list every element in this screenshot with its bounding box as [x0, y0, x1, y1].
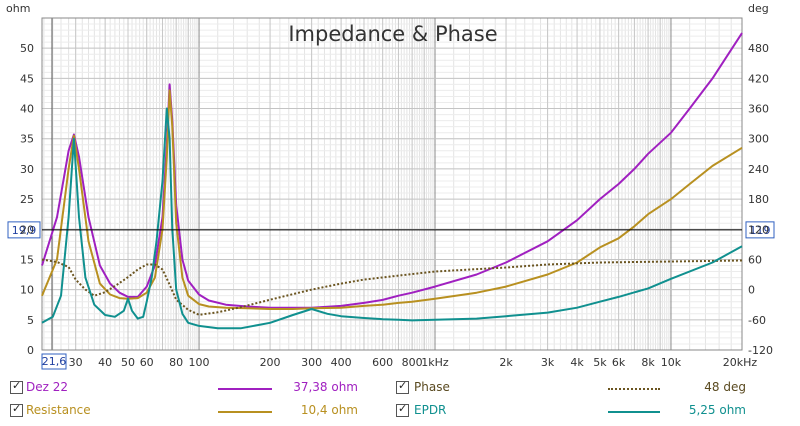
x-tick-label: 50: [121, 356, 135, 369]
x-tick-label: 800: [402, 356, 423, 369]
x-tick-label: 100: [189, 356, 210, 369]
x-tick-label: 4k: [570, 356, 584, 369]
plot-frame: [41, 17, 743, 351]
left-tick-label: 30: [20, 163, 34, 176]
cursor-left-label: 19,9: [12, 224, 37, 237]
right-tick-label: -60: [748, 314, 766, 327]
left-tick-label: 15: [20, 253, 34, 266]
x-tick-label: 21,6: [42, 355, 67, 368]
left-tick-label: 0: [27, 344, 34, 357]
x-tick-label: 400: [331, 356, 352, 369]
x-tick-label: 6k: [612, 356, 626, 369]
chart-title: Impedance & Phase: [288, 22, 497, 46]
right-tick-label: 480: [748, 42, 769, 55]
x-tick-label: 40: [98, 356, 112, 369]
left-tick-label: 40: [20, 103, 34, 116]
legend-value: 48 deg: [704, 380, 746, 394]
legend-checkbox[interactable]: [396, 379, 409, 394]
legend-value: 5,25 ohm: [688, 403, 746, 417]
legend-label: Dez 22: [26, 380, 69, 394]
major-gridlines: [42, 18, 742, 350]
legend-checkbox[interactable]: [10, 379, 23, 394]
left-tick-label: 45: [20, 72, 34, 85]
x-tick-label: 1kHz: [421, 356, 449, 369]
left-tick-label: 35: [20, 133, 34, 146]
cursor-left-box: 19,9: [7, 221, 41, 239]
x-tick-label: 30: [69, 356, 83, 369]
cursor-right-label: 119: [750, 224, 771, 237]
left-tick-label: 5: [27, 314, 34, 327]
legend-line-swatch: [608, 411, 660, 413]
legend-item-epdr: EPDR 5,25 ohm: [0, 401, 800, 421]
x-start-box: [41, 353, 67, 370]
legend-line-swatch: [608, 388, 660, 390]
series-layer: [41, 32, 743, 330]
left-tick-label: 20: [20, 223, 34, 236]
x-tick-label: 5k: [593, 356, 607, 369]
x-tick-label: 60: [140, 356, 154, 369]
left-tick-label: 25: [20, 193, 34, 206]
x-tick-label: 20kHz: [723, 356, 758, 369]
legend-line-swatch: [218, 411, 272, 413]
x-tick-label: 10k: [661, 356, 682, 369]
x-tick-label: 2k: [499, 356, 513, 369]
x-tick-label: 600: [372, 356, 393, 369]
right-tick-label: 300: [748, 133, 769, 146]
right-tick-label: 0: [748, 284, 755, 297]
right-axis-label: deg: [748, 2, 769, 15]
right-tick-label: 60: [748, 253, 762, 266]
right-axis-tick-labels: -120 -60 0 60 120 180 240 300 360 420 480: [748, 42, 773, 357]
x-tick-label: 3k: [541, 356, 555, 369]
legend-label: Phase: [414, 380, 450, 394]
right-tick-label: 360: [748, 103, 769, 116]
cursor-right-box: 119: [745, 221, 775, 239]
right-tick-label: 120: [748, 223, 769, 236]
legend-label: EPDR: [414, 403, 447, 417]
right-tick-label: -120: [748, 344, 773, 357]
legend-item-phase: Phase 48 deg: [0, 378, 800, 398]
legend-checkbox[interactable]: [10, 402, 23, 417]
x-tick-label: 8k: [641, 356, 655, 369]
legend-item-resistance: Resistance 10,4 ohm: [0, 401, 800, 421]
impedance-phase-chart: 19,9 119 0 5 10 15 20 25 30 35 40 45 50 -120 -60 0 60…: [6, 2, 775, 370]
right-tick-label: 420: [748, 72, 769, 85]
legend-value: 10,4 ohm: [300, 403, 358, 417]
x-tick-label: 80: [169, 356, 183, 369]
series-epdr: [41, 107, 743, 330]
legend-label: Resistance: [26, 403, 91, 417]
series-resistance: [41, 89, 743, 310]
series-phase: [41, 258, 743, 316]
x-tick-label: 200: [260, 356, 281, 369]
legend-value: 37,38 ohm: [293, 380, 358, 394]
x-tick-label: 300: [301, 356, 322, 369]
left-axis-tick-labels: 0 5 10 15 20 25 30 35 40 45 50: [20, 42, 34, 357]
legend-line-swatch: [218, 388, 272, 390]
legend-item-dez-22: Dez 22 37,38 ohm: [0, 378, 800, 398]
left-tick-label: 50: [20, 42, 34, 55]
left-axis-label: ohm: [6, 2, 30, 15]
left-tick-label: 10: [20, 284, 34, 297]
right-tick-label: 180: [748, 193, 769, 206]
right-tick-label: 240: [748, 163, 769, 176]
legend-checkbox[interactable]: [396, 402, 409, 417]
